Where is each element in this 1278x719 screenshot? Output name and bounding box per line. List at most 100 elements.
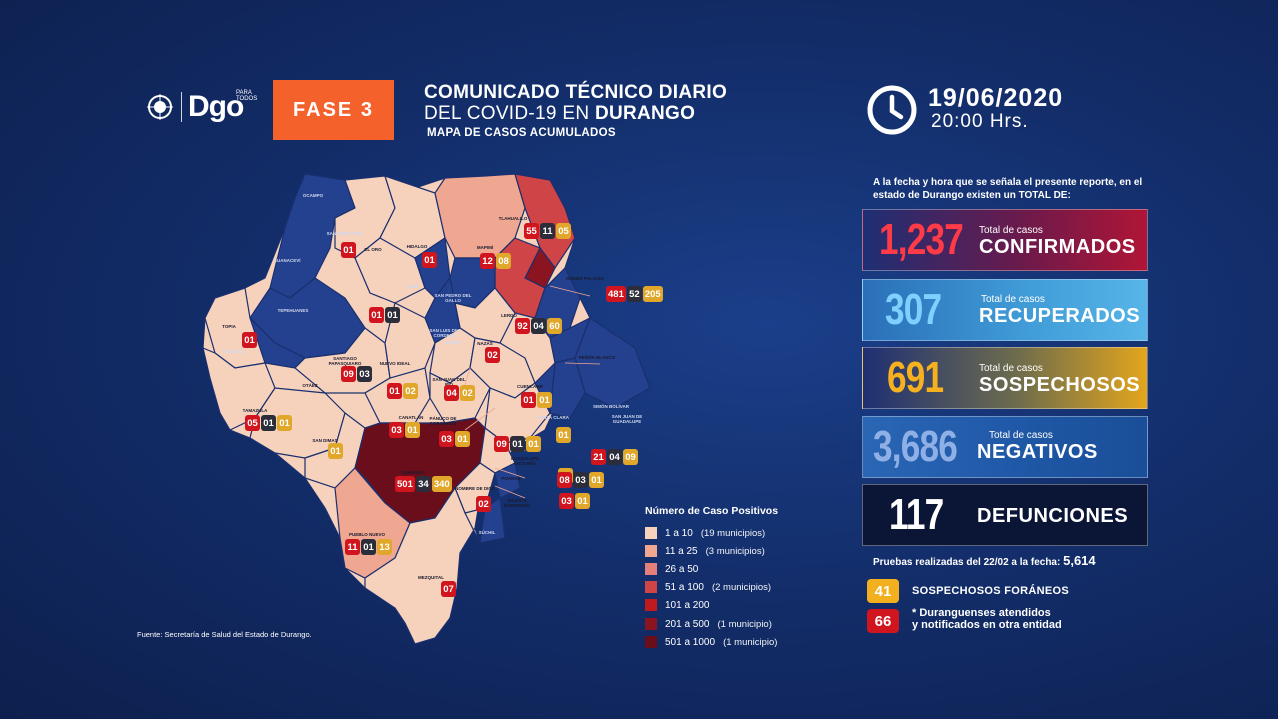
case-chip-value: 03 xyxy=(559,493,574,509)
case-chip-value: 08 xyxy=(557,472,572,488)
case-chip-value: 01 xyxy=(455,431,470,447)
case-chip-value: 01 xyxy=(261,415,276,431)
case-chip: 501 34 340 xyxy=(395,476,452,492)
case-chip: 02 xyxy=(485,347,500,363)
case-chip-value: 01 xyxy=(510,436,525,452)
clock-icon xyxy=(867,85,917,135)
legend-range: 51 a 100 xyxy=(665,581,704,593)
legend-range: 101 a 200 xyxy=(665,599,710,611)
municipality-label: TOPIA xyxy=(222,324,236,329)
municipality-label: TEPEHUANES xyxy=(277,308,309,313)
legend-note: (2 municipios) xyxy=(711,581,772,593)
case-chip: 55 11 05 xyxy=(524,223,571,239)
logo-text: Dgo xyxy=(188,90,244,123)
case-chip-value: 01 xyxy=(385,307,400,323)
recuperados-label: RECUPERADOS xyxy=(979,305,1141,327)
municipality-label: SAN JUAN DEL RÍO xyxy=(432,377,466,387)
case-chip-value: 21 xyxy=(591,449,606,465)
legend-range: 1 a 10 xyxy=(665,527,693,539)
stat-sospechosos: 691 Total de casos SOSPECHOSOS xyxy=(862,347,1148,409)
legend-item: 51 a 100 (2 municipios) xyxy=(645,581,771,593)
municipality-label: SAN LUIS DEL CORDERO xyxy=(429,328,461,338)
case-chip: 12 08 xyxy=(480,253,511,269)
case-chip-value: 01 xyxy=(328,443,343,459)
government-logo: PARA TODOS Dgo xyxy=(145,90,257,123)
case-chip-value: 01 xyxy=(242,332,257,348)
page-title: COMUNICADO TÉCNICO DIARIO xyxy=(424,82,728,103)
municipality-label: EL ORO xyxy=(364,247,382,252)
region-mezquital xyxy=(364,486,481,645)
case-chip-value: 01 xyxy=(405,422,420,438)
case-chip-value: 11 xyxy=(345,539,360,555)
otra-entidad-label: * Duranguenses atendidos y notificados e… xyxy=(912,607,1062,631)
case-chip-value: 12 xyxy=(480,253,495,269)
page-title-line2: DEL COVID-19 EN DURANGO xyxy=(424,103,696,124)
case-chip-value: 01 xyxy=(526,436,541,452)
region-tlahualilo xyxy=(514,173,576,270)
report-date: 19/06/2020 xyxy=(928,84,1064,112)
municipality-label: PÁNUCO DE CORONADO xyxy=(429,416,457,426)
region-vicente-guerrero xyxy=(494,462,521,499)
case-chip: 01 xyxy=(341,242,356,258)
stat-defunciones: 117 DEFUNCIONES xyxy=(862,484,1148,546)
case-chip-value: 34 xyxy=(415,476,431,492)
case-chip: 01 xyxy=(242,332,257,348)
municipality-label: INDÉ xyxy=(407,284,419,289)
municipality-label: SAN JUAN DE GUADALUPE xyxy=(611,414,643,424)
case-chip: 02 xyxy=(476,496,491,512)
pruebas-value: 5,614 xyxy=(1063,553,1096,568)
case-chip-value: 02 xyxy=(485,347,500,363)
municipality-label: SIMÓN BOLÍVAR xyxy=(593,404,629,409)
legend-swatch xyxy=(645,581,657,593)
municipality-label: SANTA CLARA xyxy=(537,415,569,420)
case-chip-value: 01 xyxy=(521,392,536,408)
case-chip-value: 55 xyxy=(524,223,539,239)
pruebas-line: Pruebas realizadas del 22/02 a la fecha:… xyxy=(873,553,1096,568)
case-chip-value: 09 xyxy=(494,436,509,452)
municipality-label: VICENTE GUERRERO xyxy=(503,498,530,508)
sospechosos-label: SOSPECHOSOS xyxy=(979,374,1141,396)
case-chip: 01 xyxy=(328,443,343,459)
case-chip-value: 11 xyxy=(540,223,555,239)
sospechosos-small: Total de casos xyxy=(979,363,1043,374)
municipality-label: SAN DIMAS xyxy=(312,438,338,443)
municipality-label: NUEVO IDEAL xyxy=(379,361,411,366)
municipality-label: GÓMEZ PALACIO xyxy=(566,276,604,281)
case-chip: 21 04 09 xyxy=(591,449,638,465)
municipality-label: SÚCHIL xyxy=(478,530,496,535)
confirmados-label: CONFIRMADOS xyxy=(979,236,1136,258)
municipality-label: PEÑÓN BLANCO xyxy=(578,355,616,360)
stat-confirmados: 1,237 Total de casos CONFIRMADOS xyxy=(862,209,1148,271)
legend-range: 11 a 25 xyxy=(665,545,698,557)
legend-item: 501 a 1000 (1 municipio) xyxy=(645,636,777,648)
case-chip-value: 92 xyxy=(515,318,530,334)
municipality-label: POANAS xyxy=(501,476,521,481)
defunciones-label: DEFUNCIONES xyxy=(977,505,1129,527)
case-chip: 03 01 xyxy=(559,493,590,509)
case-chip: 09 01 01 xyxy=(494,436,541,452)
case-chip: 04 02 xyxy=(444,385,475,401)
legend-item: 11 a 25 (3 municipios) xyxy=(645,545,765,557)
case-chip-value: 01 xyxy=(575,493,590,509)
municipality-label: NAZAS xyxy=(477,341,493,346)
municipality-label: DURANGO xyxy=(401,470,425,475)
case-chip-value: 03 xyxy=(439,431,454,447)
case-chip-value: 501 xyxy=(395,476,415,492)
case-chip-value: 04 xyxy=(444,385,459,401)
municipality-label: GUANACEVÍ xyxy=(273,258,301,263)
case-chip: 92 04 60 xyxy=(515,318,562,334)
case-chip-value: 02 xyxy=(460,385,475,401)
municipality-label: NOMBRE DE DIOS xyxy=(455,486,495,491)
case-chip-value: 09 xyxy=(341,366,356,382)
seal-icon xyxy=(147,94,173,120)
case-chip-value: 01 xyxy=(277,415,292,431)
intro-text: A la fecha y hora que se señala el prese… xyxy=(873,177,1143,201)
case-chip-value: 01 xyxy=(537,392,552,408)
case-chip-value: 01 xyxy=(556,427,571,443)
case-chip: 01 xyxy=(556,427,571,443)
case-chip-value: 08 xyxy=(496,253,511,269)
case-chip-value: 13 xyxy=(377,539,392,555)
legend-swatch xyxy=(645,563,657,575)
case-chip: 01 02 xyxy=(387,383,418,399)
municipality-label: LERDO xyxy=(501,313,517,318)
